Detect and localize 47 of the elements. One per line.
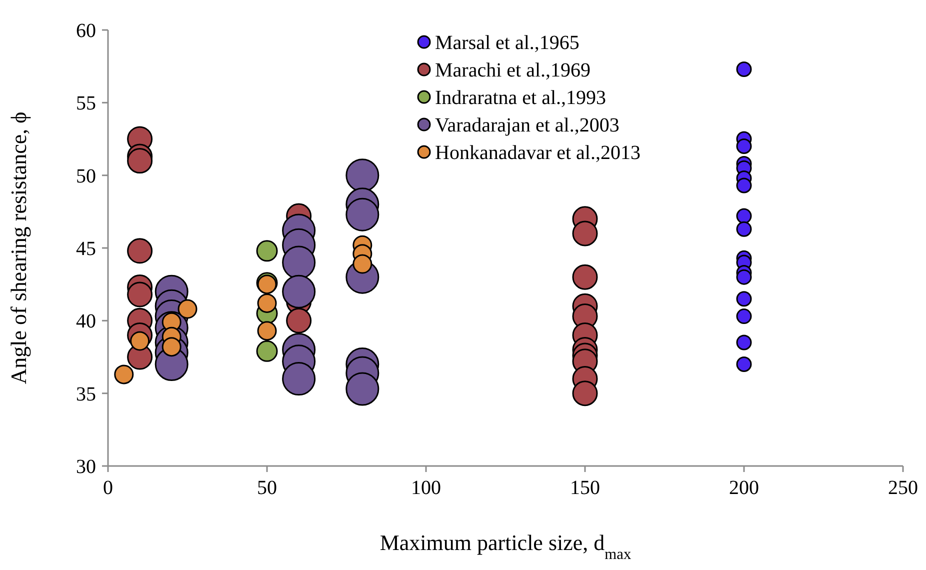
legend-label: Varadarajan et al.,2003 [435, 114, 620, 136]
y-tick-label: 35 [76, 383, 96, 406]
point [257, 293, 277, 313]
point [736, 221, 752, 237]
y-tick-label: 30 [76, 456, 96, 478]
y-tick-label: 45 [76, 238, 96, 260]
point [127, 238, 153, 264]
legend-label: Honkanadavar et al.,2013 [435, 142, 640, 164]
point [352, 254, 372, 274]
point [127, 148, 153, 174]
y-tick-label: 50 [76, 165, 96, 188]
x-tick-label: 150 [570, 477, 600, 499]
x-tick-label: 200 [729, 477, 759, 499]
point [346, 372, 380, 406]
y-tick-label: 60 [76, 20, 96, 42]
point [736, 356, 752, 372]
point [736, 208, 752, 224]
y-tick-label: 55 [76, 92, 96, 115]
point [257, 321, 277, 341]
point [572, 380, 598, 406]
x-tick-label: 250 [888, 477, 918, 499]
point [178, 299, 198, 319]
point [282, 362, 316, 396]
point [572, 264, 598, 290]
point [736, 178, 752, 194]
y-axis-title: Angle of shearing resistance, ϕ [6, 112, 31, 384]
point [736, 291, 752, 307]
point [736, 308, 752, 324]
legend-label: Marachi et al.,1969 [435, 60, 590, 82]
point [127, 282, 153, 308]
point [736, 269, 752, 285]
point [286, 308, 312, 334]
point [346, 198, 380, 232]
x-axis-title: Maximum particle size, d$_{max}$ [380, 530, 632, 562]
point [256, 240, 278, 262]
point [736, 138, 752, 154]
x-tick-label: 50 [257, 477, 277, 499]
x-tick-label: 0 [103, 477, 113, 499]
point [256, 340, 278, 362]
point [572, 220, 598, 246]
y-tick-label: 40 [76, 310, 96, 333]
legend-label: Marsal et al.,1965 [435, 32, 580, 54]
point [736, 61, 752, 77]
legend-label: Indraratna et al.,1993 [435, 87, 606, 109]
point [114, 364, 134, 384]
point [736, 334, 752, 350]
x-tick-label: 100 [411, 477, 441, 499]
